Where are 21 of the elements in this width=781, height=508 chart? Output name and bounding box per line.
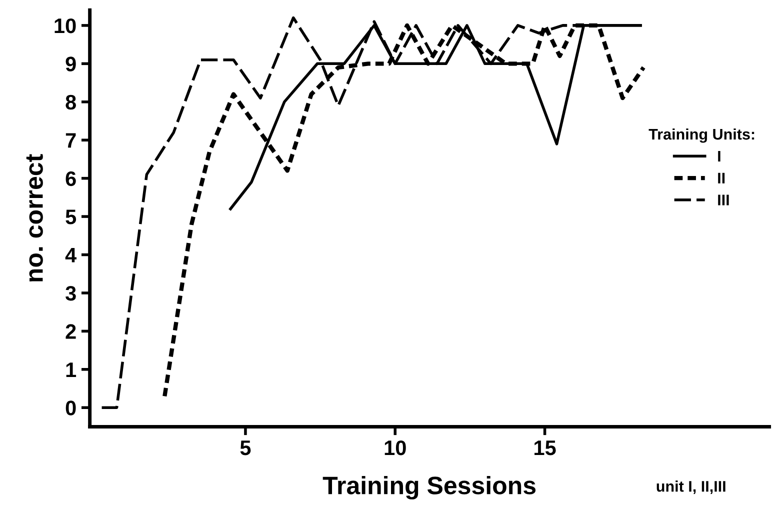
y-tick-label: 9 (66, 56, 76, 72)
y-tick-label: 5 (66, 210, 76, 224)
legend-label: III (718, 194, 729, 206)
y-tick-label: 8 (66, 94, 76, 110)
y-tick-label: 10 (54, 18, 76, 34)
legend-label: II (718, 172, 725, 184)
x-axis-title: Training Sessions (322, 476, 536, 500)
y-tick-label: 6 (66, 171, 76, 186)
x-tick-label: 10 (384, 440, 406, 456)
y-tick-label: 3 (66, 286, 76, 301)
y-tick-label: 2 (66, 324, 76, 339)
y-tick-label: 0 (66, 400, 76, 416)
x-tick-label: 5 (240, 440, 251, 456)
y-tick-label: 4 (65, 248, 77, 262)
text: unit I, II,III (656, 480, 726, 494)
y-tick-label: 1 (66, 362, 76, 377)
legend-label: I (718, 150, 720, 162)
y-tick-label: 7 (66, 133, 76, 148)
legend-title: Training Units: (648, 128, 754, 143)
x-tick-label: 15 (534, 440, 556, 456)
y-axis-title: no. correct (26, 154, 43, 282)
